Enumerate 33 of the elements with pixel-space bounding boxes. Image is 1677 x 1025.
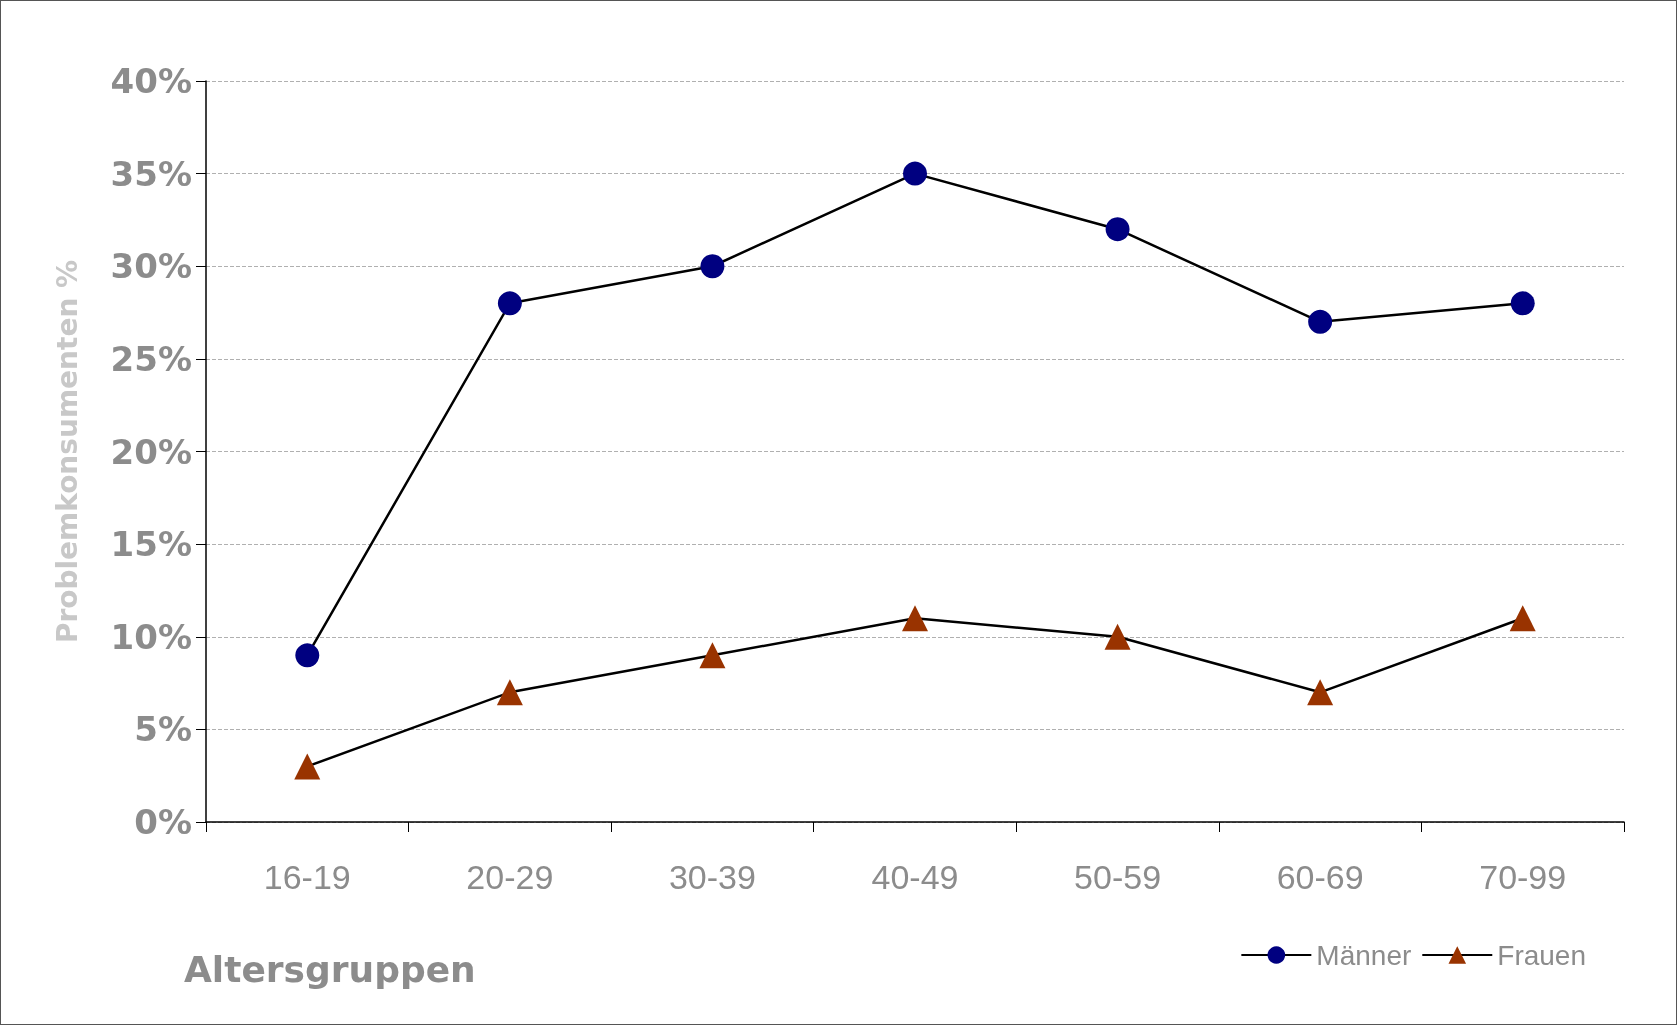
point xyxy=(1308,309,1333,334)
point xyxy=(1510,291,1535,316)
y-tick-label: 15% xyxy=(110,524,192,565)
x-tick-label: 20-29 xyxy=(466,858,554,896)
point xyxy=(699,642,726,669)
point xyxy=(1104,623,1131,650)
y-tick-label: 30% xyxy=(110,246,192,287)
y-tick-label: 40% xyxy=(110,61,192,101)
point xyxy=(700,254,725,279)
point xyxy=(903,161,927,186)
point xyxy=(294,753,321,780)
point xyxy=(295,643,320,668)
y-tick-label: 0% xyxy=(134,802,192,842)
y-tick-label: 25% xyxy=(110,338,192,379)
x-tick-label: 16-19 xyxy=(263,858,351,896)
point xyxy=(1509,605,1536,632)
y-tick-label: 10% xyxy=(110,616,192,657)
point xyxy=(1307,679,1334,706)
x-axis-title: Altersgruppen xyxy=(184,948,476,990)
x-tick-label: 70-99 xyxy=(1479,858,1567,896)
y-tick-label: 35% xyxy=(110,153,192,194)
point xyxy=(496,679,523,706)
x-tick-label: 50-59 xyxy=(1074,858,1162,896)
point xyxy=(1105,217,1130,242)
y-tick-label: 20% xyxy=(110,431,192,472)
point xyxy=(902,605,928,632)
point xyxy=(497,291,522,316)
x-tick-label: 40-49 xyxy=(871,858,959,896)
x-tick-label: 30-39 xyxy=(668,858,756,896)
legend-label: Frauen xyxy=(1497,939,1586,971)
legend-label: Männer xyxy=(1316,939,1412,971)
x-tick-label: 60-69 xyxy=(1276,858,1364,896)
y-tick-label: 5% xyxy=(134,709,192,750)
